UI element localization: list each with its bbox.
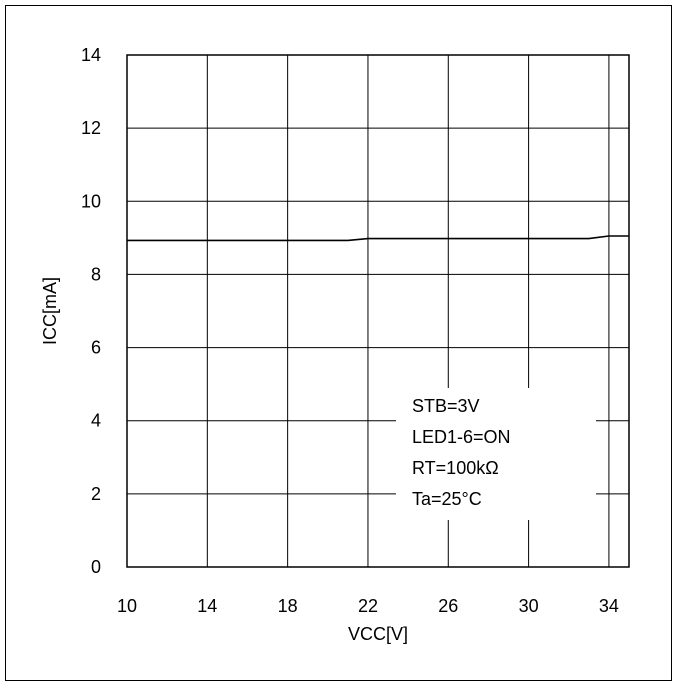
x-tick-label: 30 — [519, 596, 539, 616]
x-tick-label: 14 — [197, 596, 217, 616]
y-tick-label: 8 — [91, 264, 101, 284]
annotation-text: STB=3V LED1-6=ON RT=100kΩ Ta=25°C — [412, 396, 511, 509]
x-tick-label: 34 — [599, 596, 619, 616]
x-tick-label: 10 — [117, 596, 137, 616]
annotation-line: STB=3V — [412, 396, 480, 416]
x-tick-label: 22 — [358, 596, 378, 616]
tick-labels: 10 14 18 22 26 30 34 0 2 4 6 8 10 12 14 — [81, 45, 619, 616]
y-tick-label: 12 — [81, 118, 101, 138]
y-tick-label: 2 — [91, 484, 101, 504]
y-tick-label: 14 — [81, 45, 101, 65]
annotation-line: Ta=25°C — [412, 489, 482, 509]
y-tick-label: 4 — [91, 411, 101, 431]
annotation-line: LED1-6=ON — [412, 427, 511, 447]
y-tick-label: 10 — [81, 191, 101, 211]
chart-frame — [5, 5, 672, 681]
series-line — [127, 235, 629, 242]
y-tick-label: 0 — [91, 557, 101, 577]
x-tick-label: 26 — [438, 596, 458, 616]
plot-area — [126, 54, 630, 568]
x-axis-label: VCC[V] — [348, 624, 408, 644]
y-axis-label: ICC[mA] — [40, 277, 60, 345]
x-tick-label: 18 — [278, 596, 298, 616]
annotation-box — [396, 388, 596, 520]
y-tick-label: 6 — [91, 338, 101, 358]
annotation-line: RT=100kΩ — [412, 458, 499, 478]
